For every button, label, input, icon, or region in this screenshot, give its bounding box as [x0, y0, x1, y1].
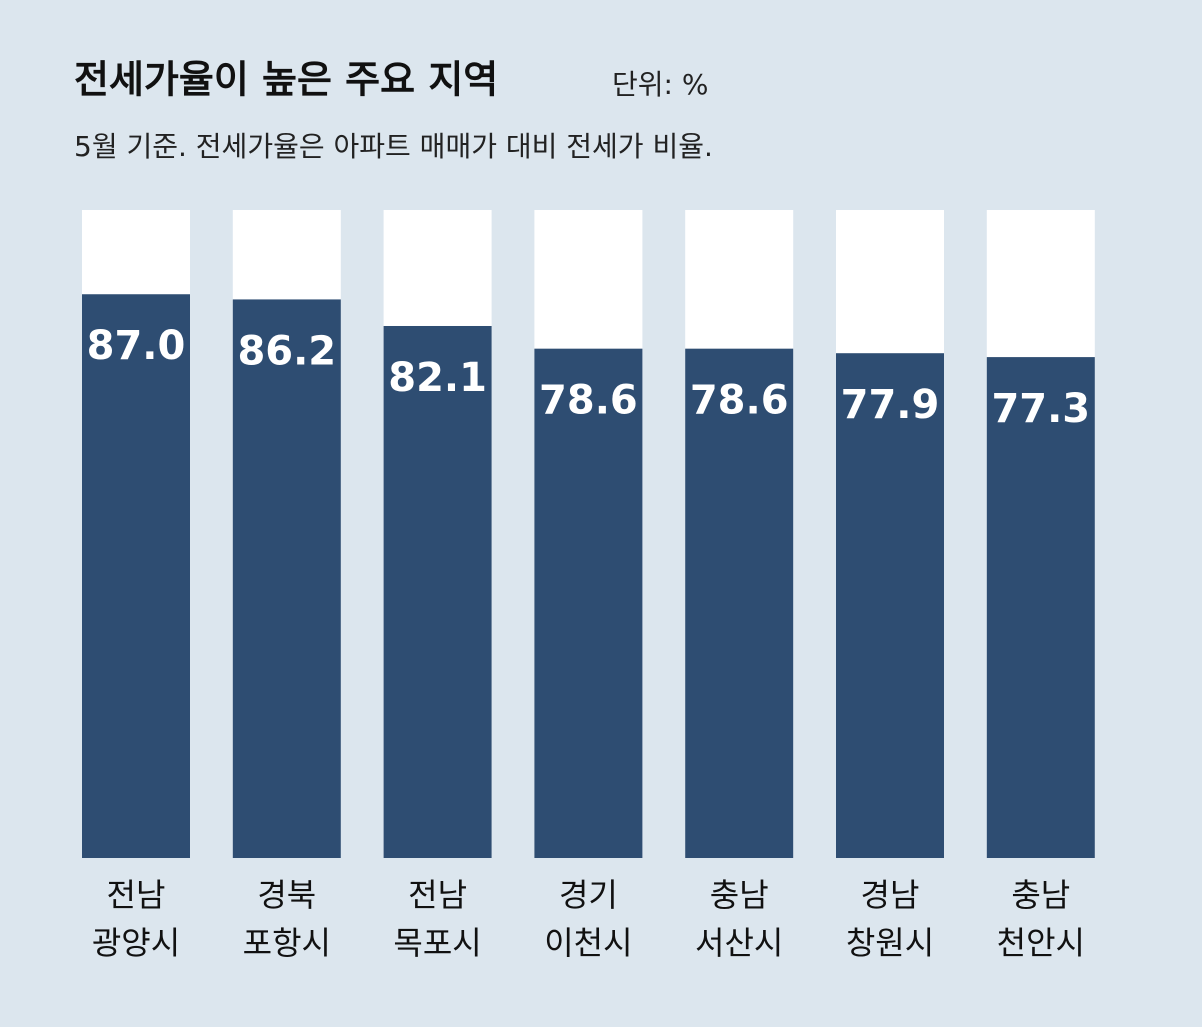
- value-label: 82.1: [388, 355, 487, 401]
- x-tick-label: 전남: [107, 876, 166, 914]
- bar: [232, 299, 341, 858]
- x-tick-label: 이천시: [544, 924, 632, 962]
- x-tick-label: 전남: [408, 876, 467, 914]
- bar: [836, 353, 944, 858]
- x-tick-label: 목포시: [393, 924, 481, 962]
- x-tick-label: 경북: [257, 876, 316, 914]
- value-label: 86.2: [237, 328, 336, 374]
- x-tick-label: 경남: [861, 876, 920, 914]
- bar: [383, 325, 492, 858]
- unit-label: 단위: %: [612, 68, 708, 101]
- x-tick-label: 창원시: [846, 924, 934, 962]
- x-tick-label: 서산시: [695, 924, 783, 962]
- x-tick-label: 경기: [559, 876, 618, 914]
- value-label: 77.9: [841, 382, 940, 428]
- value-label: 87.0: [87, 323, 186, 369]
- value-label: 77.3: [991, 386, 1090, 432]
- bar: [534, 348, 643, 858]
- chart-subtitle: 5월 기준. 전세가율은 아파트 매매가 대비 전세가 비율.: [74, 130, 713, 163]
- value-label: 78.6: [539, 378, 638, 424]
- x-tick-label: 포항시: [243, 924, 331, 962]
- x-tick-label: 충남: [1011, 876, 1070, 914]
- bar: [82, 294, 190, 858]
- value-label: 78.6: [690, 378, 789, 424]
- bar: [986, 357, 1095, 858]
- bar: [685, 348, 794, 858]
- x-tick-label: 천안시: [997, 924, 1085, 962]
- chart-title: 전세가율이 높은 주요 지역: [74, 58, 498, 102]
- x-tick-label: 광양시: [92, 924, 180, 962]
- x-tick-label: 충남: [710, 876, 769, 914]
